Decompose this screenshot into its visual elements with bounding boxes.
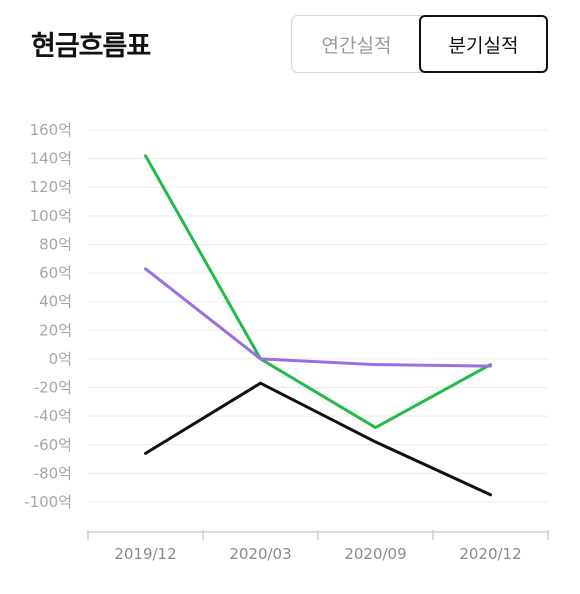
y-tick-label: 160억 bbox=[30, 121, 72, 139]
y-tick-label: -20억 bbox=[34, 379, 72, 397]
y-tick-label: -40억 bbox=[34, 407, 72, 425]
x-tick-label: 2020/09 bbox=[344, 545, 406, 563]
y-tick-label: 80억 bbox=[39, 235, 72, 253]
series-lines bbox=[144, 154, 492, 497]
y-tick-label: 20억 bbox=[39, 321, 72, 339]
y-tick-label: 40억 bbox=[39, 293, 72, 311]
page-title: 현금흐름표 bbox=[31, 31, 151, 62]
grid-lines bbox=[88, 129, 548, 503]
y-tick-label: 60억 bbox=[39, 264, 72, 282]
y-tick-label: -100억 bbox=[24, 493, 72, 511]
tab-quarterly-results[interactable]: 분기실적 bbox=[419, 15, 548, 73]
series-line-3 bbox=[144, 381, 492, 497]
y-tick-label: -80억 bbox=[34, 464, 72, 482]
series-line-2 bbox=[144, 267, 492, 368]
y-tick-label: 100억 bbox=[30, 207, 72, 225]
x-tick-label: 2019/12 bbox=[114, 545, 176, 563]
y-tick-label: 0억 bbox=[49, 350, 72, 368]
y-tick-label: 120억 bbox=[30, 178, 72, 196]
y-axis-ticks: 160억 140억 120억 100억 80억 60억 40억 20억 0억 -20억 -40억 -6… bbox=[24, 121, 72, 511]
y-tick-label: -60억 bbox=[34, 436, 72, 454]
y-tick-label: 140억 bbox=[30, 150, 72, 168]
series-line-1 bbox=[144, 154, 492, 430]
x-axis: 2019/12 2020/03 2020/09 2020/12 bbox=[87, 530, 549, 563]
x-tick-label: 2020/03 bbox=[229, 545, 291, 563]
tab-annual-results[interactable]: 연간실적 bbox=[291, 15, 422, 73]
x-tick-label: 2020/12 bbox=[459, 545, 521, 563]
